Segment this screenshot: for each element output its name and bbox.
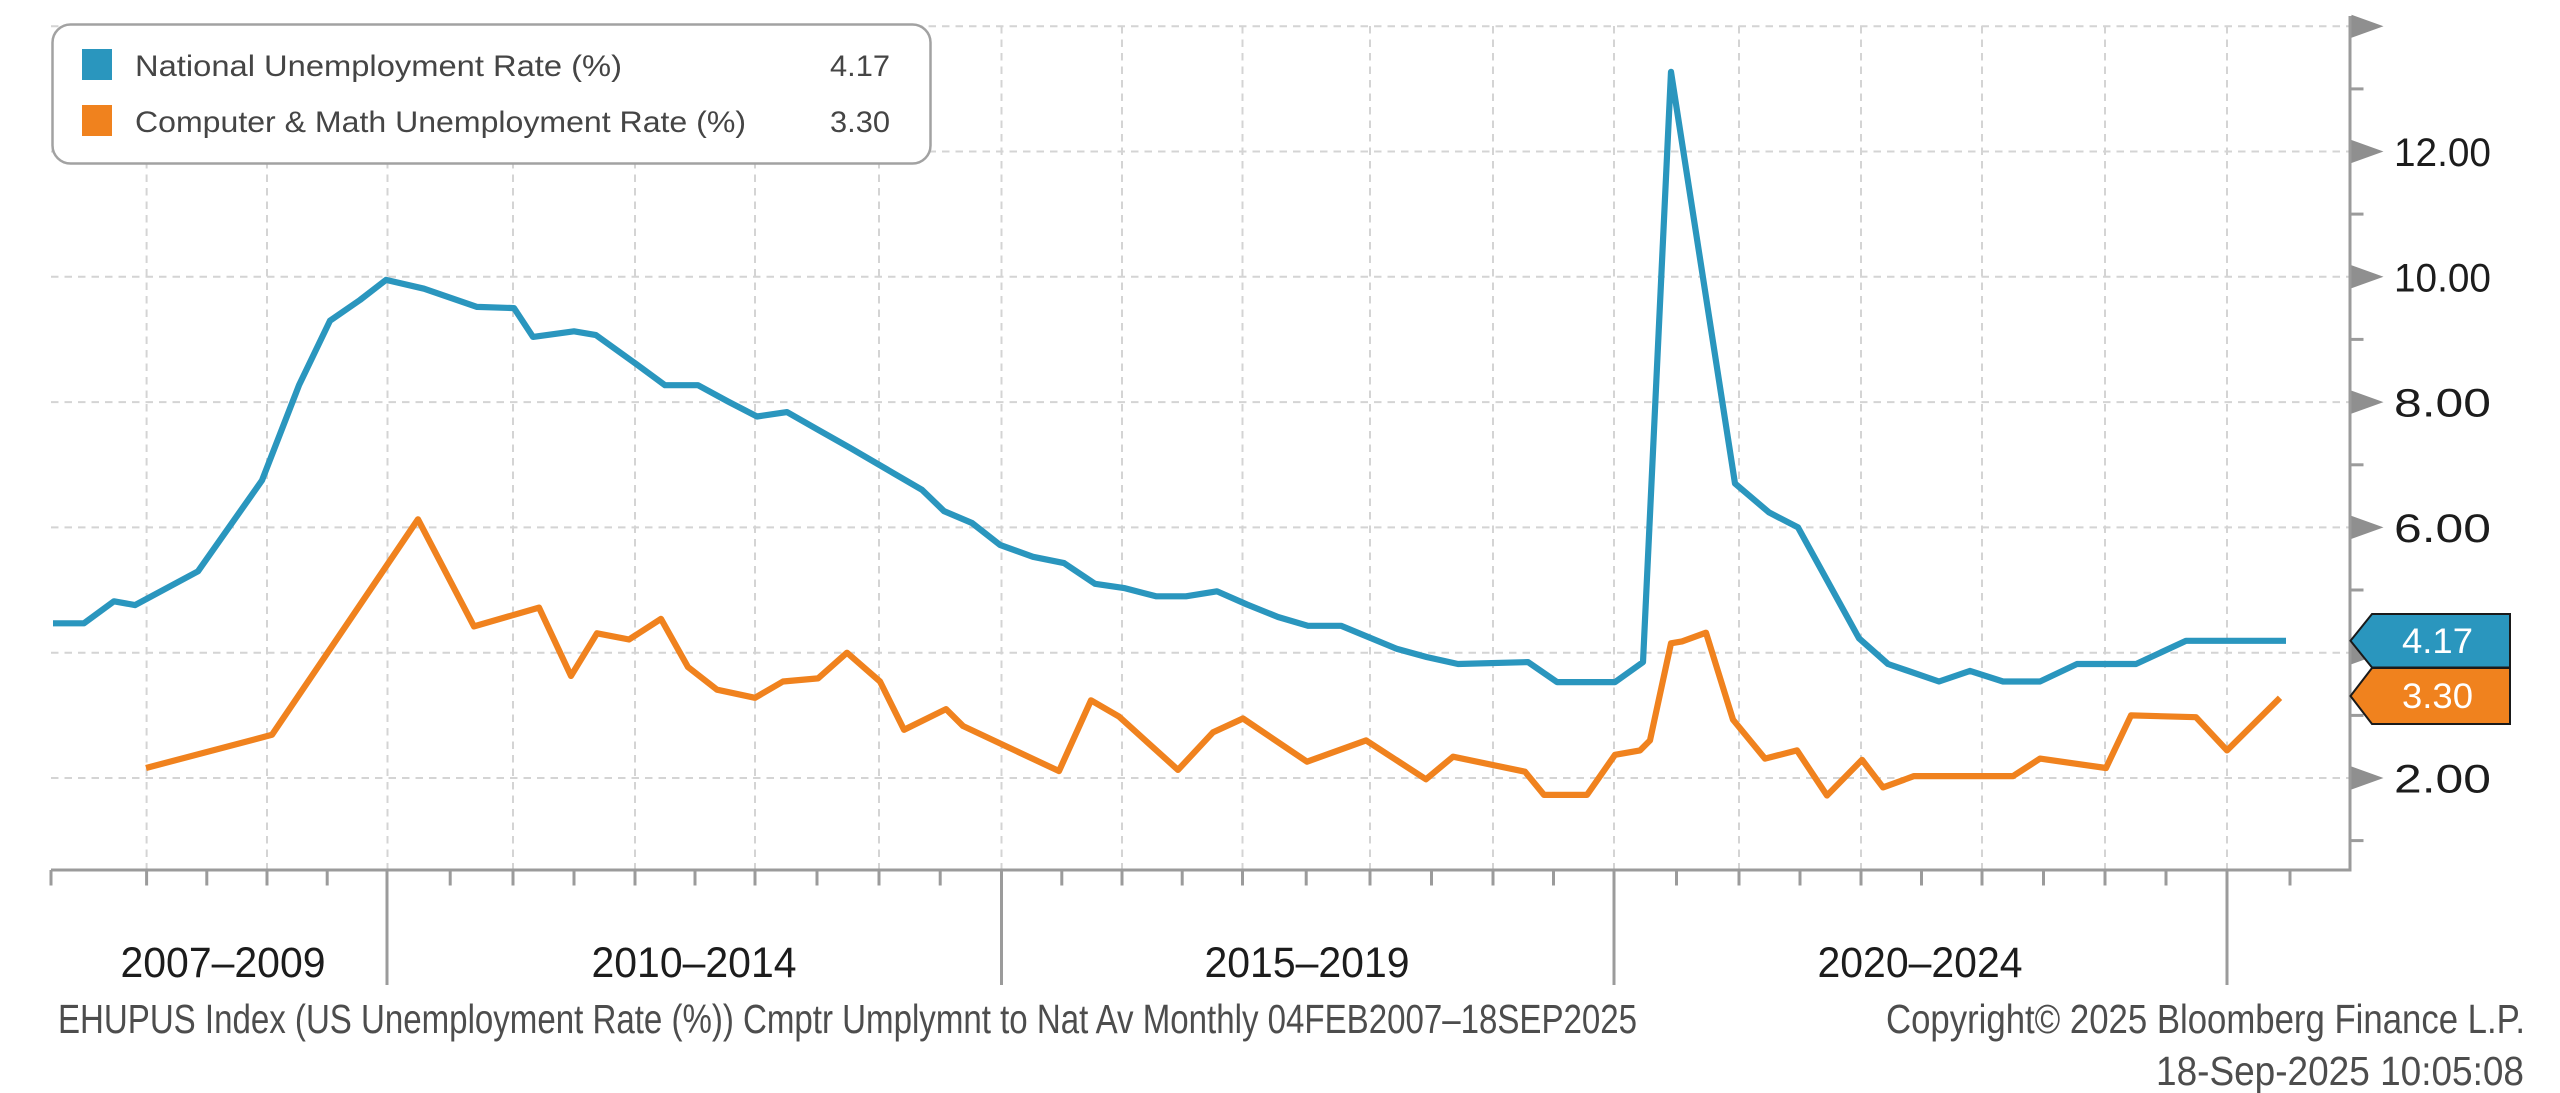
svg-text:4.17: 4.17: [2402, 622, 2473, 661]
svg-text:2020–2024: 2020–2024: [1818, 939, 2023, 987]
svg-text:Copyright© 2025 Bloomberg Fina: Copyright© 2025 Bloomberg Finance L.P.: [1886, 996, 2525, 1042]
svg-text:EHUPUS Index (US Unemployment: EHUPUS Index (US Unemployment Rate (%)) …: [58, 996, 1637, 1042]
svg-text:10.00: 10.00: [2394, 256, 2491, 300]
svg-text:2010–2014: 2010–2014: [592, 939, 797, 987]
svg-text:2007–2009: 2007–2009: [121, 939, 326, 987]
svg-text:6.00: 6.00: [2394, 507, 2491, 551]
svg-text:4.17: 4.17: [830, 50, 890, 83]
svg-text:2.00: 2.00: [2394, 758, 2491, 802]
svg-text:3.30: 3.30: [2402, 677, 2473, 716]
svg-text:18-Sep-2025 10:05:08: 18-Sep-2025 10:05:08: [2156, 1048, 2524, 1093]
svg-text:2015–2019: 2015–2019: [1205, 939, 1410, 987]
svg-text:Computer & Math Unemployment R: Computer & Math Unemployment Rate (%): [135, 106, 746, 139]
svg-text:National Unemployment Rate (%): National Unemployment Rate (%): [135, 50, 622, 83]
svg-text:8.00: 8.00: [2394, 382, 2491, 426]
svg-text:3.30: 3.30: [830, 106, 890, 139]
svg-text:12.00: 12.00: [2394, 131, 2491, 175]
